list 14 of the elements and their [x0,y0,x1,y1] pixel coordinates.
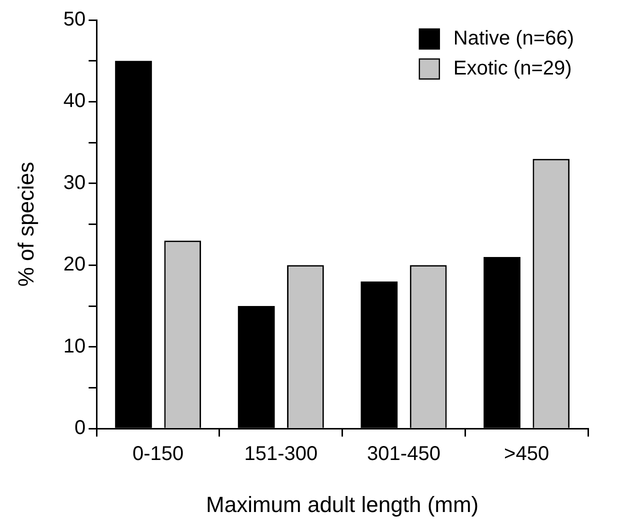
x-tick-label: 151-300 [244,443,318,466]
legend-label: Exotic (n=29) [453,58,572,80]
x-tick-label: 0-150 [132,443,184,466]
y-tick-label: 20 [63,254,86,276]
y-tick-label: 50 [63,8,86,31]
y-tick-label: 10 [63,335,86,358]
legend-label: Native (n=66) [453,28,574,50]
y-axis-title: % of species [13,162,38,287]
x-tick-label: >450 [504,443,550,466]
x-axis-title: Maximum adult length (mm) [206,492,479,517]
y-tick-label: 0 [74,417,86,440]
x-tick-label: 301-450 [367,443,440,466]
y-tick-label: 40 [63,90,86,112]
y-tick-label: 30 [63,172,86,194]
